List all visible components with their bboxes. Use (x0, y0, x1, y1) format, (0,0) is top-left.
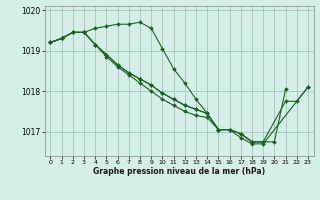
X-axis label: Graphe pression niveau de la mer (hPa): Graphe pression niveau de la mer (hPa) (93, 167, 265, 176)
